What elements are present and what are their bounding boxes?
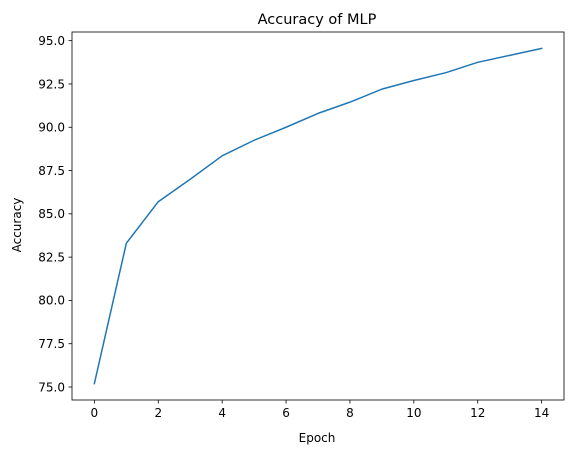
x-tick-label: 0 xyxy=(91,406,99,420)
y-tick-label: 75.0 xyxy=(38,380,65,394)
y-tick-label: 82.5 xyxy=(38,250,65,264)
y-tick-label: 80.0 xyxy=(38,294,65,308)
series-line-0 xyxy=(93,47,543,385)
y-tick-label: 92.5 xyxy=(38,77,65,91)
axes-frame xyxy=(71,31,565,401)
chart-title: Accuracy of MLP xyxy=(258,12,377,28)
x-tick-label: 8 xyxy=(346,406,354,420)
y-tick-label: 95.0 xyxy=(38,34,65,48)
y-axis-label: Accuracy xyxy=(10,198,24,253)
x-tick-label: 2 xyxy=(154,406,162,420)
x-tick-label: 12 xyxy=(470,406,485,420)
y-tick-label: 90.0 xyxy=(38,121,65,135)
y-tick-label: 87.5 xyxy=(38,164,65,178)
x-tick-label: 6 xyxy=(282,406,290,420)
y-tick-label: 85.0 xyxy=(38,207,65,221)
y-tick-label: 77.5 xyxy=(38,337,65,351)
x-tick-label: 14 xyxy=(534,406,549,420)
x-tick-label: 10 xyxy=(406,406,421,420)
x-tick-label: 4 xyxy=(218,406,226,420)
x-axis-label: Epoch xyxy=(299,431,336,445)
plot-area: 0 2 4 6 8 10 12 14 75.0 77.5 80.0 82.5 85.0 87.5 90.0 9… xyxy=(38,31,565,420)
